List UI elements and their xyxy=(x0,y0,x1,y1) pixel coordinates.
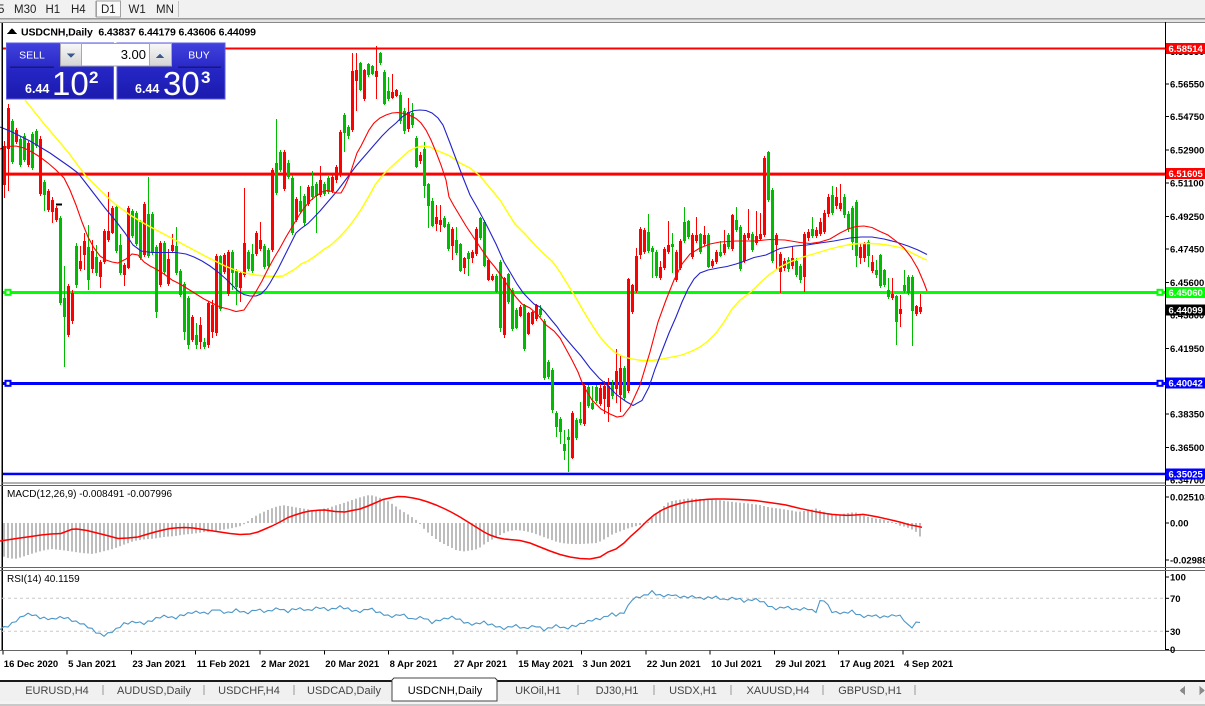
svg-text:SELL: SELL xyxy=(19,50,45,62)
svg-text:100: 100 xyxy=(1170,573,1186,584)
svg-text:6.44: 6.44 xyxy=(25,82,49,96)
svg-text:23 Jan 2021: 23 Jan 2021 xyxy=(132,659,186,670)
svg-text:6.34700: 6.34700 xyxy=(1170,476,1204,487)
svg-text:30: 30 xyxy=(1170,627,1181,638)
svg-text:6.36500: 6.36500 xyxy=(1170,443,1204,454)
svg-text:3: 3 xyxy=(201,68,210,87)
svg-text:H1: H1 xyxy=(46,4,61,16)
svg-text:15 May 2021: 15 May 2021 xyxy=(518,659,574,670)
svg-text:6.51605: 6.51605 xyxy=(1169,169,1204,180)
svg-text:6.38350: 6.38350 xyxy=(1170,409,1204,420)
svg-text:0.025108: 0.025108 xyxy=(1170,493,1205,504)
svg-text:11 Feb 2021: 11 Feb 2021 xyxy=(197,659,251,670)
svg-text:2 Mar 2021: 2 Mar 2021 xyxy=(261,659,310,670)
svg-text:MACD(12,26,9) -0.008491 -0.007: MACD(12,26,9) -0.008491 -0.007996 xyxy=(7,489,173,500)
svg-text:W1: W1 xyxy=(129,4,146,16)
svg-text:USDCAD,Daily: USDCAD,Daily xyxy=(307,685,381,697)
svg-text:8 Apr 2021: 8 Apr 2021 xyxy=(390,659,438,670)
svg-text:2: 2 xyxy=(89,68,98,87)
svg-text:30: 30 xyxy=(163,65,200,102)
svg-text:6.43800: 6.43800 xyxy=(1170,311,1204,322)
svg-text:6.52900: 6.52900 xyxy=(1170,146,1204,157)
svg-text:6.45060: 6.45060 xyxy=(1169,288,1203,299)
svg-text:DJ30,H1: DJ30,H1 xyxy=(596,685,639,697)
svg-text:6.40042: 6.40042 xyxy=(1169,379,1203,390)
svg-text:D1: D1 xyxy=(101,4,116,16)
svg-text:6.58514: 6.58514 xyxy=(1169,44,1204,55)
svg-text:70: 70 xyxy=(1170,594,1181,605)
svg-text:H4: H4 xyxy=(71,4,86,16)
svg-text:GBPUSD,H1: GBPUSD,H1 xyxy=(838,685,902,697)
svg-text:UKOil,H1: UKOil,H1 xyxy=(515,685,561,697)
svg-text:6.45600: 6.45600 xyxy=(1170,278,1204,289)
svg-text:USDCHF,H4: USDCHF,H4 xyxy=(218,685,280,697)
svg-text:22 Jun 2021: 22 Jun 2021 xyxy=(647,659,702,670)
svg-text:29 Jul 2021: 29 Jul 2021 xyxy=(775,659,826,670)
svg-text:16 Dec 2020: 16 Dec 2020 xyxy=(4,659,58,670)
svg-text:27 Apr 2021: 27 Apr 2021 xyxy=(454,659,508,670)
svg-text:EURUSD,H4: EURUSD,H4 xyxy=(25,685,89,697)
svg-text:USDCNH,Daily: USDCNH,Daily xyxy=(408,685,483,697)
svg-text:6.56550: 6.56550 xyxy=(1170,80,1204,91)
svg-text:6.35025: 6.35025 xyxy=(1169,470,1204,481)
svg-text:10 Jul 2021: 10 Jul 2021 xyxy=(711,659,762,670)
svg-text:10: 10 xyxy=(52,65,89,102)
svg-text:USDX,H1: USDX,H1 xyxy=(669,685,717,697)
svg-text:6.44: 6.44 xyxy=(135,82,159,96)
svg-text:6.41950: 6.41950 xyxy=(1170,344,1204,355)
svg-text:MN: MN xyxy=(156,4,174,16)
svg-text:5 Jan 2021: 5 Jan 2021 xyxy=(68,659,117,670)
svg-text:AUDUSD,Daily: AUDUSD,Daily xyxy=(117,685,191,697)
svg-text:17 Aug 2021: 17 Aug 2021 xyxy=(840,659,896,670)
svg-text:0.00: 0.00 xyxy=(1170,519,1189,530)
svg-text:BUY: BUY xyxy=(188,50,210,62)
svg-text:4 Sep 2021: 4 Sep 2021 xyxy=(904,659,954,670)
svg-text:5: 5 xyxy=(0,4,4,16)
svg-text:6.49250: 6.49250 xyxy=(1170,212,1204,223)
svg-text:-0.02988: -0.02988 xyxy=(1170,556,1205,567)
svg-text:0: 0 xyxy=(1170,645,1175,656)
svg-text:20 Mar 2021: 20 Mar 2021 xyxy=(325,659,380,670)
svg-text:6.44099: 6.44099 xyxy=(1169,306,1203,317)
svg-text:6.54750: 6.54750 xyxy=(1170,112,1204,123)
svg-text:6.51100: 6.51100 xyxy=(1170,178,1204,189)
svg-text:XAUUSD,H4: XAUUSD,H4 xyxy=(747,685,810,697)
svg-text:RSI(14) 40.1159: RSI(14) 40.1159 xyxy=(7,574,80,585)
svg-text:USDCNH,Daily 6.43837 6.44179: USDCNH,Daily 6.43837 6.44179 6.43606 6.4… xyxy=(21,27,256,39)
svg-text:3.00: 3.00 xyxy=(121,47,146,62)
svg-text:3 Jun 2021: 3 Jun 2021 xyxy=(583,659,632,670)
svg-text:6.47450: 6.47450 xyxy=(1170,245,1204,256)
svg-text:M30: M30 xyxy=(14,4,36,16)
